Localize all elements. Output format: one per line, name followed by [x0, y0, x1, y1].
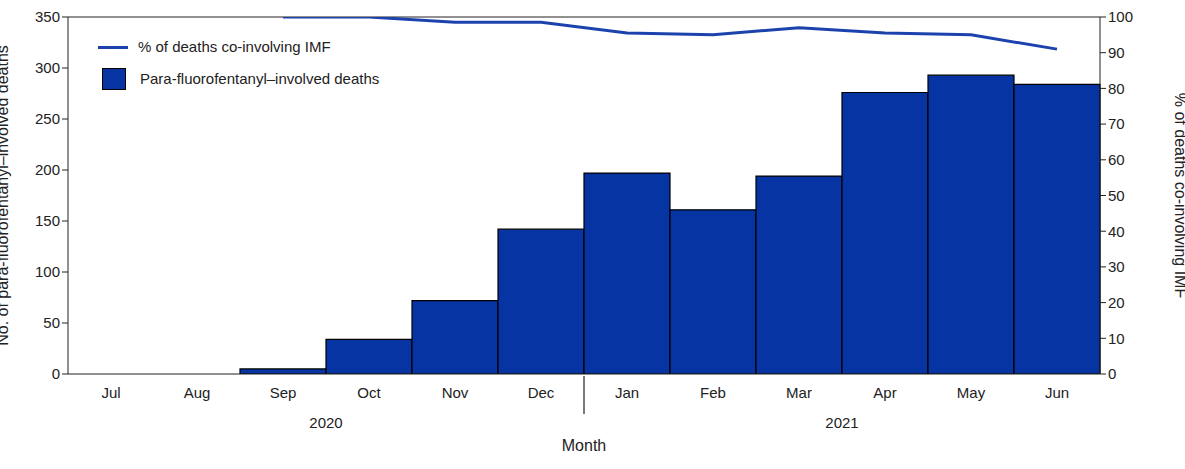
svg-text:% of deaths co-involving IMF: % of deaths co-involving IMF: [1172, 93, 1177, 299]
svg-text:Dec: Dec: [528, 384, 555, 401]
svg-text:80: 80: [1108, 80, 1125, 97]
svg-text:300: 300: [35, 59, 60, 76]
svg-text:Oct: Oct: [357, 384, 381, 401]
svg-text:20: 20: [1108, 294, 1125, 311]
svg-text:Feb: Feb: [700, 384, 726, 401]
svg-text:50: 50: [43, 314, 60, 331]
svg-text:Jan: Jan: [615, 384, 639, 401]
svg-text:40: 40: [1108, 223, 1125, 240]
svg-text:100: 100: [1108, 8, 1133, 25]
svg-text:May: May: [957, 384, 986, 401]
svg-text:Aug: Aug: [184, 384, 211, 401]
svg-text:70: 70: [1108, 115, 1125, 132]
svg-text:Nov: Nov: [442, 384, 469, 401]
svg-text:50: 50: [1108, 187, 1125, 204]
svg-text:250: 250: [35, 110, 60, 127]
svg-text:Mar: Mar: [786, 384, 812, 401]
svg-text:150: 150: [35, 212, 60, 229]
svg-text:2020: 2020: [309, 414, 342, 431]
svg-text:200: 200: [35, 161, 60, 178]
svg-text:350: 350: [35, 8, 60, 25]
svg-text:60: 60: [1108, 151, 1125, 168]
html-text:Para-fluorofentanyl–involved d: Para-fluorofentanyl–involved deaths: [140, 70, 380, 87]
svg-text:Apr: Apr: [873, 384, 896, 401]
svg-text:90: 90: [1108, 44, 1125, 61]
svg-text:Jun: Jun: [1045, 384, 1069, 401]
svg-text:No. of para-fluorofentanyl–inv: No. of para-fluorofentanyl–involved deat…: [8, 45, 11, 346]
svg-text:Month: Month: [562, 437, 606, 454]
html-text:% of deaths co-involving IMF: % of deaths co-involving IMF: [138, 38, 331, 55]
svg-text:Sep: Sep: [270, 384, 297, 401]
svg-text:0: 0: [52, 365, 60, 382]
svg-text:2021: 2021: [825, 414, 858, 431]
svg-text:0: 0: [1108, 365, 1116, 382]
svg-text:30: 30: [1108, 258, 1125, 275]
svg-text:100: 100: [35, 263, 60, 280]
svg-text:10: 10: [1108, 330, 1125, 347]
svg-text:Jul: Jul: [101, 384, 120, 401]
